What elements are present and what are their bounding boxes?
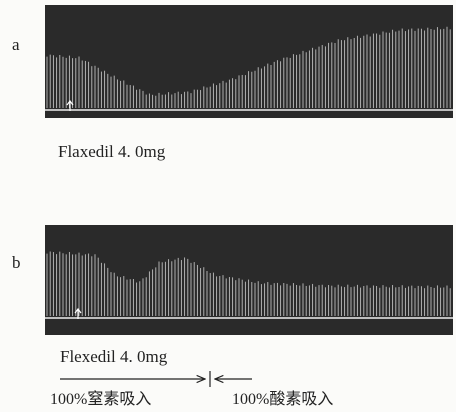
figure-page: a Flaxedil 4. 0mg b Flexedil 4. 0mg 100%… (0, 0, 456, 412)
annotation: 100%窒素吸入 (50, 390, 151, 408)
panel-label: a (12, 35, 20, 54)
annotation: 100%酸素吸入 (232, 390, 333, 408)
panel-caption: Flexedil 4. 0mg (60, 347, 168, 366)
panel-label: b (12, 253, 21, 272)
panel-caption: Flaxedil 4. 0mg (58, 142, 166, 161)
figure: a Flaxedil 4. 0mg b Flexedil 4. 0mg 100%… (0, 0, 456, 412)
